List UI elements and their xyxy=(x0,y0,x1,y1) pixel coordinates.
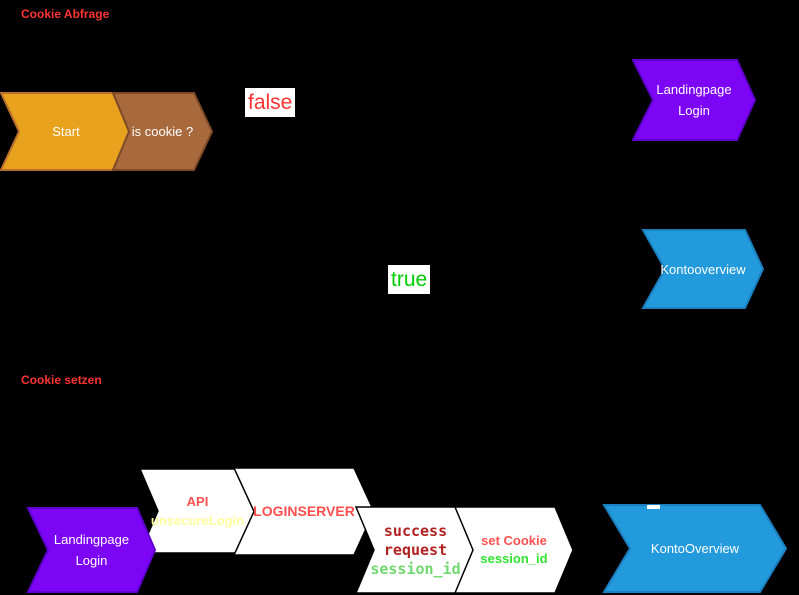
is-cookie-decision-node: is cookie ? xyxy=(111,92,214,171)
decision-arrow-shape xyxy=(111,92,214,171)
white-chevron-shape xyxy=(453,506,574,594)
section-heading-cookie-abfrage: Cookie Abfrage xyxy=(21,7,110,21)
blue-arrow-shape xyxy=(602,504,788,593)
blue-arrow-shape xyxy=(641,229,765,309)
set-cookie-node: set Cookie session_id xyxy=(453,506,574,594)
connector-artifact xyxy=(647,505,660,509)
kontooverview-top-node: Kontooverview xyxy=(641,229,765,309)
kontooverview-bottom-node: KontoOverview xyxy=(602,504,788,593)
landingpage-login-bottom-node: Landingpage Login xyxy=(26,507,157,593)
purple-arrow-shape xyxy=(631,59,757,141)
white-chevron-shape xyxy=(232,467,375,556)
false-branch-label: false xyxy=(245,88,296,117)
start-node: Start xyxy=(0,92,133,171)
loginserver-node: LOGINSERVER xyxy=(232,467,375,556)
purple-arrow-shape xyxy=(26,507,157,593)
start-arrow-shape xyxy=(0,92,133,171)
landingpage-login-top-node: Landingpage Login xyxy=(631,59,757,141)
section-heading-cookie-setzen: Cookie setzen xyxy=(21,373,102,387)
true-branch-label: true xyxy=(388,265,431,294)
